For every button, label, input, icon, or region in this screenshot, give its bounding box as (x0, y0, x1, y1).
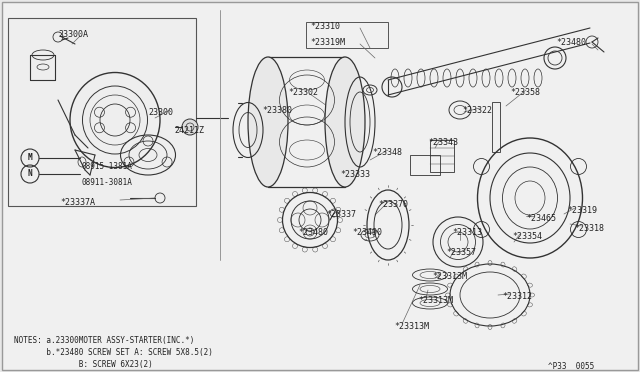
Text: b.*23480 SCREW SET A: SCREW 5X8.5(2): b.*23480 SCREW SET A: SCREW 5X8.5(2) (14, 348, 213, 357)
Text: NOTES: a.23300MOTER ASSY-STARTER(INC.*): NOTES: a.23300MOTER ASSY-STARTER(INC.*) (14, 336, 195, 345)
Text: *23343: *23343 (428, 138, 458, 147)
Text: *23490: *23490 (352, 228, 382, 237)
Text: *23322: *23322 (462, 106, 492, 115)
Ellipse shape (325, 57, 365, 187)
Text: *23319: *23319 (567, 206, 597, 215)
Text: *23358: *23358 (510, 88, 540, 97)
Text: 23300A: 23300A (58, 30, 88, 39)
Text: ^P33  0055: ^P33 0055 (548, 362, 595, 371)
Bar (410, 155, 440, 175)
Bar (8, 18, 196, 206)
Bar (430, 140, 454, 172)
Text: *23337: *23337 (326, 210, 356, 219)
Text: *23313M: *23313M (432, 272, 467, 281)
Text: *23310: *23310 (310, 22, 340, 31)
Text: *23302: *23302 (288, 88, 318, 97)
Ellipse shape (248, 57, 288, 187)
Text: *23333: *23333 (340, 170, 370, 179)
Text: *23313M: *23313M (394, 322, 429, 331)
Text: M: M (28, 154, 32, 163)
Text: *23480: *23480 (556, 38, 586, 47)
Circle shape (182, 119, 198, 135)
Text: *23318: *23318 (574, 224, 604, 233)
Text: 08915-1381A: 08915-1381A (82, 162, 133, 171)
Bar (306, 22, 388, 48)
Text: *23337A: *23337A (60, 198, 95, 207)
Text: *23370: *23370 (378, 200, 408, 209)
Text: B: SCREW 6X23(2): B: SCREW 6X23(2) (14, 360, 153, 369)
Text: 23300: 23300 (148, 108, 173, 117)
Text: *23348: *23348 (372, 148, 402, 157)
Text: *23312: *23312 (502, 292, 532, 301)
Text: *23465: *23465 (526, 214, 556, 223)
Text: 08911-3081A: 08911-3081A (82, 178, 133, 187)
Text: *23313: *23313 (452, 228, 482, 237)
Bar (492, 102, 500, 152)
Text: *23319M: *23319M (310, 38, 345, 47)
Text: *23313M: *23313M (418, 296, 453, 305)
Text: *23357: *23357 (446, 248, 476, 257)
Text: *23354: *23354 (512, 232, 542, 241)
Text: N: N (28, 170, 32, 179)
Text: *23480: *23480 (298, 228, 328, 237)
Text: *23380: *23380 (262, 106, 292, 115)
Text: 24211Z: 24211Z (174, 126, 204, 135)
